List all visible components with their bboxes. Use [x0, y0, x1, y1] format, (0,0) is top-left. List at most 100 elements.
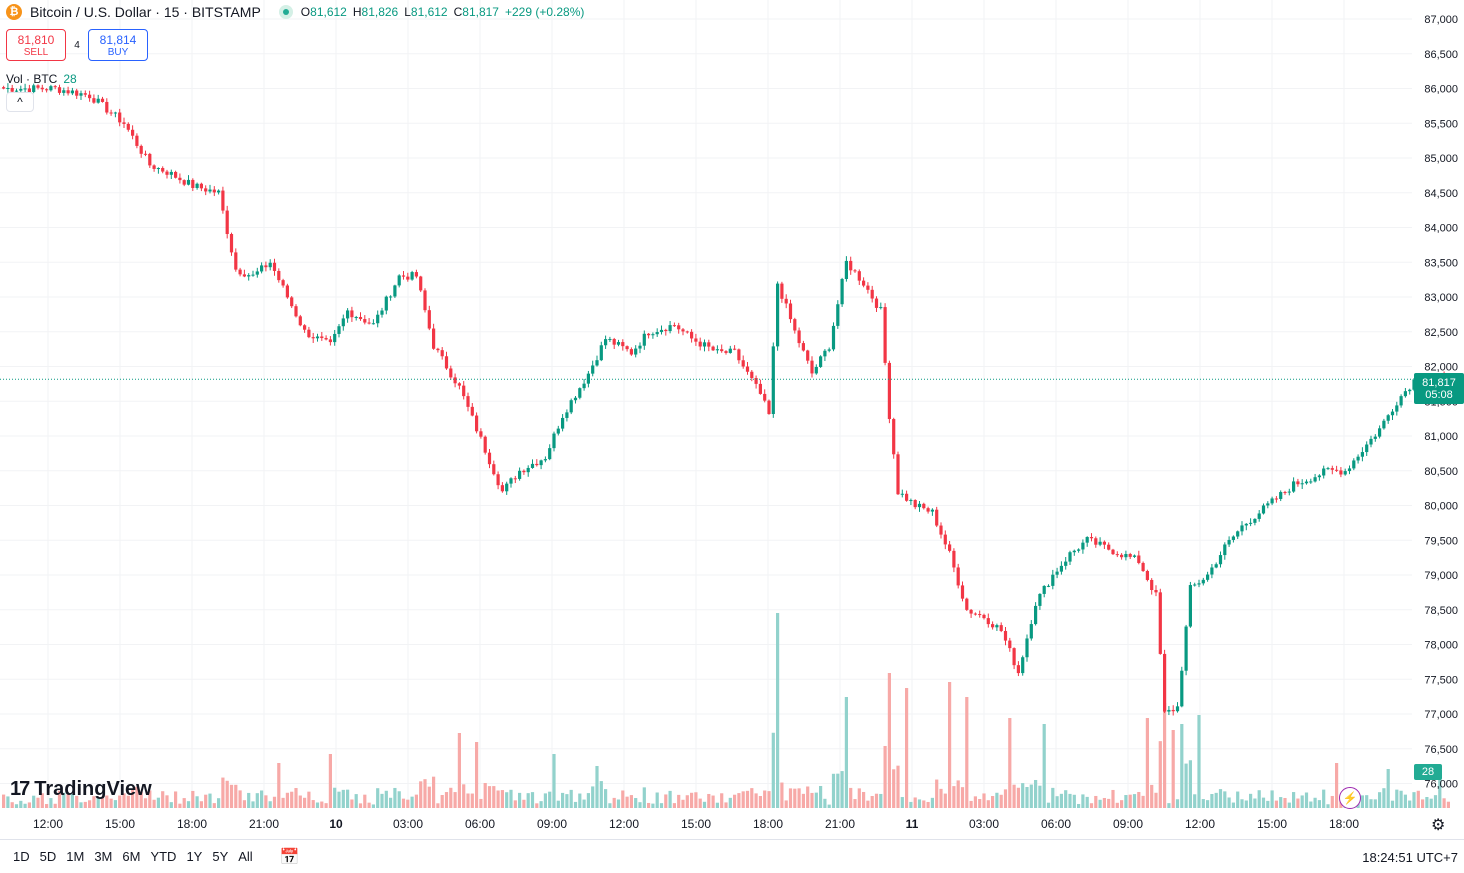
range-1m[interactable]: 1M	[66, 849, 85, 864]
market-status-icon[interactable]	[278, 5, 293, 19]
calendar-icon[interactable]: 📅	[279, 848, 300, 866]
volume-bar	[840, 771, 844, 808]
range-all[interactable]: All	[238, 849, 253, 864]
volume-bar	[926, 801, 930, 808]
candle-body	[148, 153, 152, 166]
volume-bar	[655, 792, 659, 808]
candle-body	[1021, 657, 1025, 674]
volume-bar	[526, 793, 530, 808]
candle-body	[1175, 706, 1180, 712]
candle-body	[281, 280, 285, 286]
range-5y[interactable]: 5Y	[212, 849, 229, 864]
price-tick-label: 81,000	[1424, 431, 1458, 443]
candle-body	[806, 350, 810, 361]
volume-bar	[1433, 795, 1438, 808]
price-tick-label: 77,000	[1424, 709, 1458, 721]
volume-bar	[1412, 792, 1416, 808]
volume-bar	[1270, 790, 1274, 808]
buy-button[interactable]: 81,814 BUY	[88, 29, 148, 61]
volume-bar	[831, 773, 836, 808]
price-chart[interactable]: 87,000 86,500 86,000 85,500 85,000 84,500 84,0…	[0, 0, 1464, 839]
candle-body	[664, 329, 668, 332]
candle-body	[406, 276, 410, 280]
candle-body	[419, 276, 423, 291]
candle-body	[543, 459, 547, 461]
candle-body	[1270, 498, 1274, 504]
candle-body	[943, 534, 947, 545]
candle-body	[668, 325, 672, 332]
candle-body	[819, 356, 823, 367]
range-5d[interactable]: 5D	[39, 849, 57, 864]
volume-bar	[793, 788, 797, 808]
time-tick-label: 18:00	[177, 817, 207, 831]
time-tick-label: 15:00	[105, 817, 135, 831]
candle-body	[569, 400, 573, 413]
volume-bar	[307, 791, 311, 808]
candle-body	[105, 101, 109, 113]
volume-bar	[268, 801, 272, 808]
collapse-legend-button[interactable]: ^	[6, 92, 34, 112]
range-6m[interactable]: 6M	[122, 849, 141, 864]
tradingview-logo[interactable]: 17 TradingView	[10, 778, 152, 801]
candle-body	[733, 348, 737, 350]
range-3m[interactable]: 3M	[94, 849, 113, 864]
price-tick-label: 78,500	[1424, 605, 1458, 617]
candle-body	[1163, 653, 1167, 712]
volume-bar	[784, 800, 788, 808]
candle-body	[1072, 550, 1076, 553]
candle-body	[255, 271, 259, 275]
time-tick-label: 03:00	[393, 817, 423, 831]
volume-bar	[1330, 795, 1334, 808]
time-tick-label: 09:00	[1113, 817, 1143, 831]
symbol-title[interactable]: Bitcoin / U.S. Dollar · 15 · BITSTAMP	[30, 4, 261, 20]
candle-body	[324, 338, 328, 340]
candle-body	[453, 377, 457, 384]
candle-body	[905, 493, 909, 501]
candle-body	[638, 345, 642, 349]
gear-icon[interactable]: ⚙	[1431, 817, 1446, 834]
candle-body	[724, 351, 728, 353]
candle-body	[879, 307, 883, 309]
lightning-icon[interactable]: ⚡	[1339, 787, 1361, 809]
volume-bar	[1287, 802, 1291, 808]
volume-bar	[535, 803, 539, 808]
volume-bar	[973, 796, 977, 808]
volume-bar	[1365, 795, 1369, 808]
candle-body	[1210, 567, 1214, 575]
volume-bar	[234, 784, 238, 808]
volume-bar	[376, 788, 380, 808]
bitcoin-icon[interactable]: ₿	[6, 4, 22, 20]
volume-bar	[2, 794, 6, 808]
volume-bar	[578, 793, 582, 808]
volume-legend[interactable]: Vol · BTC 28	[6, 72, 77, 86]
volume-bar	[113, 800, 117, 808]
candle-body	[462, 385, 466, 397]
volume-bar	[208, 793, 212, 808]
volume-bar	[522, 799, 526, 808]
candle-body	[1124, 554, 1128, 558]
candle-body	[1145, 571, 1149, 580]
volume-bar	[449, 787, 453, 808]
volume-value: 28	[63, 72, 77, 86]
volume-bar	[10, 802, 14, 808]
volume-bar	[1257, 790, 1261, 808]
candle-body	[118, 112, 122, 123]
candle-body	[973, 613, 977, 615]
volume-bar	[745, 790, 750, 808]
volume-bar	[909, 801, 913, 808]
candle-body	[36, 85, 40, 88]
volume-bar	[1132, 794, 1137, 808]
volume-bar	[978, 799, 982, 808]
clock[interactable]: 18:24:51 UTC+7	[1362, 850, 1458, 865]
candle-body	[290, 297, 294, 307]
range-1d[interactable]: 1D	[13, 849, 30, 864]
candle-body	[277, 270, 281, 281]
price-tick-label: 82,500	[1424, 327, 1458, 339]
volume-bar	[161, 791, 165, 808]
sell-button[interactable]: 81,810 SELL	[6, 29, 66, 61]
range-1y[interactable]: 1Y	[186, 849, 203, 864]
range-ytd[interactable]: YTD	[150, 849, 177, 864]
volume-bar	[1072, 794, 1076, 808]
candle-body	[969, 609, 973, 614]
volume-bar	[45, 804, 49, 808]
